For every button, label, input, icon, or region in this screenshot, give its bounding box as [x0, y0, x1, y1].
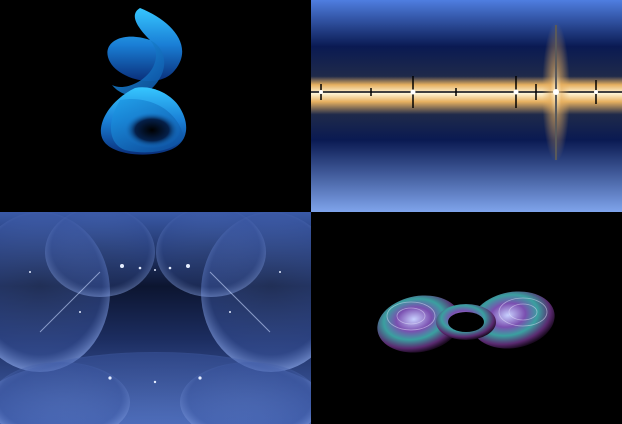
iridescent-torus-pair — [311, 212, 622, 424]
blue-ribbon-fractal — [0, 0, 311, 212]
glowing-filament-fractal — [311, 0, 622, 212]
blue-bubble-mirror-fractal — [0, 212, 311, 424]
